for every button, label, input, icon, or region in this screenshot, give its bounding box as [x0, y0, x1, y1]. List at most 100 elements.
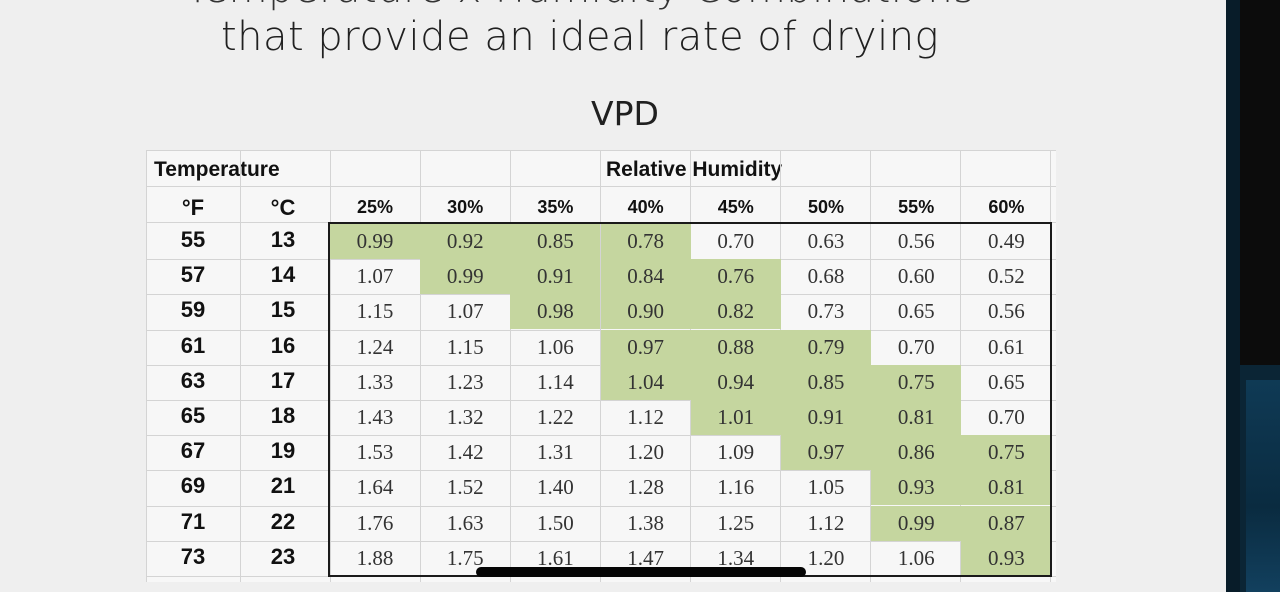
- vpd-value-cell: 0.88: [690, 329, 781, 365]
- vpd-value-cell: 1.14: [537, 369, 574, 394]
- vpd-value-cell: 0.97: [781, 435, 871, 471]
- vpd-value-cell: 0.65: [897, 299, 935, 324]
- vpd-value-cell: 0.90: [600, 294, 691, 330]
- vpd-value-cell: 0.81: [871, 400, 962, 435]
- vpd-value-cell: 1.43: [356, 405, 394, 429]
- vpd-value-cell: 0.70: [897, 334, 935, 359]
- vpd-value-cell: 0.70: [717, 229, 755, 253]
- vpd-value-cell: 1.07: [356, 264, 394, 289]
- vpd-value-cell: 0.99: [420, 259, 511, 295]
- slide-title-cropped: Temperature x Humidity Combinations: [0, 0, 1160, 12]
- vpd-value-cell: 1.06: [897, 545, 935, 570]
- row-temp-f: 71: [180, 508, 206, 534]
- vpd-value-cell: 0.70: [988, 405, 1025, 429]
- row-temp-f: 63: [180, 367, 206, 393]
- vpd-value-cell: 0.97: [600, 329, 691, 365]
- vpd-value-cell: 1.31: [537, 440, 574, 465]
- vpd-value-cell: 0.99: [330, 224, 420, 259]
- vpd-value-cell: 1.05: [807, 475, 845, 500]
- vpd-value-cell: 1.23: [446, 369, 484, 394]
- vpd-value-cell: 1.16: [717, 475, 755, 500]
- vpd-value-cell: 1.64: [356, 475, 394, 500]
- vpd-table: Temperature Relative Humidity °F °C 25% 3…: [146, 150, 1056, 582]
- relative-humidity-header: Relative Humidity: [606, 158, 783, 181]
- vpd-value-cell: 0.60: [897, 264, 935, 289]
- humidity-column-header: 30%: [447, 197, 484, 217]
- vpd-value-cell: 1.52: [446, 475, 484, 500]
- humidity-column-header: 35%: [537, 197, 574, 217]
- vpd-value-cell: 1.88: [356, 545, 394, 570]
- vpd-value-cell: 1.42: [446, 440, 484, 465]
- row-temp-f: 55: [180, 227, 206, 252]
- row-temp-c: 13: [270, 227, 296, 252]
- row-temp-f: 65: [180, 403, 206, 428]
- vpd-value-cell: 1.01: [690, 400, 781, 435]
- vpd-value-cell: 0.91: [510, 259, 601, 295]
- vpd-value-cell: 1.34: [717, 545, 755, 570]
- vpd-value-cell: 1.28: [627, 475, 664, 500]
- vpd-value-cell: 1.50: [537, 510, 574, 535]
- vpd-value-cell: 0.75: [961, 435, 1052, 471]
- row-temp-f: 59: [180, 297, 206, 323]
- vpd-value-cell: 0.61: [988, 334, 1025, 359]
- vpd-value-cell: 1.15: [356, 299, 394, 324]
- vpd-value-cell: 0.63: [807, 229, 845, 253]
- home-indicator-bar[interactable]: [476, 567, 806, 577]
- row-temp-c: 22: [270, 508, 296, 534]
- row-temp-f: 57: [180, 262, 206, 288]
- vpd-value-cell: 1.09: [717, 440, 755, 465]
- humidity-column-header: 55%: [898, 197, 935, 217]
- row-temp-c: 16: [270, 332, 296, 358]
- vpd-value-cell: 1.61: [537, 545, 574, 570]
- row-temp-f: 73: [180, 543, 206, 569]
- vpd-value-cell: 0.92: [420, 224, 511, 259]
- row-temp-c: 18: [270, 403, 296, 428]
- vpd-value-cell: 0.93: [871, 470, 962, 506]
- humidity-column-header: 60%: [988, 197, 1025, 217]
- vpd-value-cell: 1.47: [627, 545, 664, 570]
- row-temp-c: 23: [270, 543, 296, 569]
- row-temp-c: 19: [270, 438, 296, 464]
- vpd-value-cell: 1.24: [356, 334, 394, 359]
- vpd-value-cell: 1.12: [627, 405, 664, 429]
- vpd-value-cell: 1.06: [537, 334, 574, 359]
- vpd-value-cell: 1.04: [600, 364, 691, 400]
- vpd-value-cell: 0.79: [781, 329, 871, 365]
- vpd-value-cell: 1.38: [627, 510, 664, 535]
- vpd-value-cell: 0.98: [510, 294, 601, 330]
- vpd-value-cell: 0.49: [988, 229, 1025, 253]
- vpd-value-cell: 1.22: [537, 405, 574, 429]
- slide-title: that provide an ideal rate of drying: [220, 14, 940, 60]
- row-temp-f: 67: [180, 438, 206, 464]
- row-temp-c: 17: [270, 367, 296, 393]
- vpd-value-cell: 0.68: [807, 264, 845, 289]
- vpd-value-cell: 1.32: [446, 405, 484, 429]
- background-window-edge: [1226, 0, 1280, 592]
- vpd-value-cell: 1.33: [356, 369, 394, 394]
- vpd-value-cell: 0.56: [897, 229, 935, 253]
- vpd-value-cell: 1.25: [717, 510, 755, 535]
- vpd-value-cell: 1.20: [807, 545, 845, 570]
- humidity-column-header: 25%: [356, 197, 394, 217]
- vpd-value-cell: 1.07: [446, 299, 484, 324]
- vpd-value-cell: 0.76: [690, 259, 781, 295]
- row-temp-f: 69: [180, 473, 206, 499]
- vpd-value-cell: 1.53: [356, 440, 394, 465]
- vpd-value-cell: 0.93: [961, 540, 1052, 576]
- vpd-value-cell: 0.91: [781, 400, 871, 435]
- vpd-value-cell: 1.15: [446, 334, 484, 359]
- vpd-value-cell: 0.94: [690, 364, 781, 400]
- vpd-value-cell: 1.40: [537, 475, 574, 500]
- vpd-value-cell: 0.82: [690, 294, 781, 330]
- vpd-value-cell: 0.81: [961, 470, 1052, 506]
- vpd-value-cell: 0.85: [781, 364, 871, 400]
- row-temp-f: 61: [180, 332, 206, 358]
- vpd-value-cell: 0.86: [871, 435, 962, 471]
- vpd-value-cell: 0.78: [600, 224, 691, 259]
- vpd-value-cell: 0.52: [988, 264, 1025, 289]
- row-temp-c: 14: [270, 262, 296, 288]
- slide-subtitle-vpd: VPD: [591, 94, 659, 133]
- vpd-value-cell: 1.76: [356, 510, 394, 535]
- vpd-value-cell: 0.85: [510, 224, 601, 259]
- celsius-unit-header: °C: [270, 195, 296, 220]
